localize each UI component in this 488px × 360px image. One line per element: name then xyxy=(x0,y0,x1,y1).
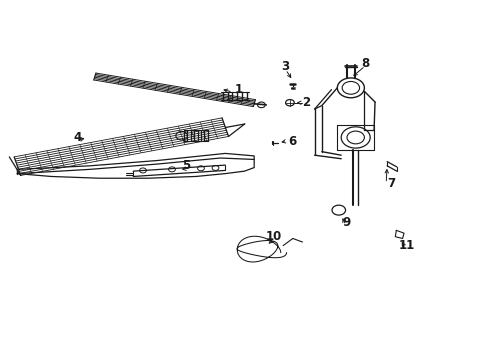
Text: 4: 4 xyxy=(73,131,81,144)
Text: 10: 10 xyxy=(265,230,281,243)
Text: 6: 6 xyxy=(287,135,296,148)
Text: 8: 8 xyxy=(361,57,369,69)
Text: 2: 2 xyxy=(302,95,310,108)
Text: 1: 1 xyxy=(234,83,243,96)
Text: 3: 3 xyxy=(281,60,289,73)
Text: 11: 11 xyxy=(398,239,414,252)
Text: 9: 9 xyxy=(341,216,349,229)
Text: 5: 5 xyxy=(182,159,190,172)
Text: 7: 7 xyxy=(386,177,394,190)
